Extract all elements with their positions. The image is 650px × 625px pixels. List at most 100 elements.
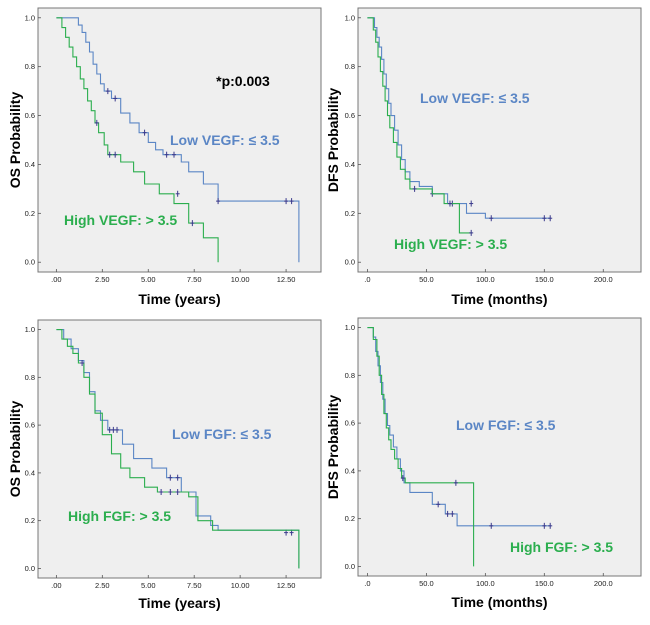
series-label-low: Low VEGF: ≤ 3.5 <box>170 132 280 148</box>
x-tick-label: .0 <box>364 579 370 588</box>
x-tick-label: 50.0 <box>419 579 434 588</box>
x-tick-label: 100.0 <box>476 275 495 284</box>
censor-mark <box>171 151 176 158</box>
censor-mark <box>542 215 547 222</box>
censor-mark <box>107 426 112 433</box>
y-axis-title: DFS Probability <box>325 395 341 499</box>
x-axis-title: Time (months) <box>451 291 547 307</box>
series-label-high: High FGF: > 3.5 <box>510 539 613 555</box>
censor-mark <box>105 88 110 95</box>
chart-os-fgf: 0.0 0.2 0.4 0.6 0.8 1.0 .00 2.50 5.00 7.50 10.00 12… <box>7 319 322 611</box>
chart-os-vegf: 0.0 0.2 0.4 0.6 0.8 1.0 .00 2.50 5.00 7.50 10.00 12… <box>7 7 322 307</box>
y-tick-label: 0.4 <box>25 468 35 477</box>
censor-mark <box>142 129 147 136</box>
censor-mark <box>168 474 173 481</box>
y-tick-label: 0.2 <box>25 516 35 525</box>
censor-mark <box>447 200 452 207</box>
censor-mark <box>175 190 180 197</box>
y-tick-label: 0.0 <box>345 258 355 267</box>
censor-mark <box>94 119 99 126</box>
plot-area <box>37 319 322 579</box>
censor-mark <box>107 151 112 158</box>
series-label-high: High VEGF: > 3.5 <box>394 236 507 252</box>
censor-mark <box>489 522 494 529</box>
y-tick-label: 0.2 <box>345 514 355 523</box>
x-tick-label: 10.00 <box>231 581 250 590</box>
censor-mark <box>159 489 164 495</box>
series-label-low: Low VEGF: ≤ 3.5 <box>420 90 530 106</box>
censor-mark <box>489 215 494 222</box>
censor-mark <box>469 200 474 207</box>
series-label-low: Low FGF: ≤ 3.5 <box>172 426 272 442</box>
y-tick-label: 0.6 <box>345 419 355 428</box>
x-axis-title: Time (years) <box>138 595 220 611</box>
censor-mark <box>548 215 553 222</box>
y-tick-label: 0.8 <box>25 373 35 382</box>
censor-mark <box>289 198 294 205</box>
plot-area <box>357 317 642 577</box>
x-tick-label: 200.0 <box>594 275 613 284</box>
x-tick-label: 12.50 <box>277 581 296 590</box>
censor-mark <box>175 474 180 481</box>
survival-curve-low <box>367 17 551 219</box>
y-tick-label: 0.2 <box>345 209 355 218</box>
censor-mark <box>469 229 474 236</box>
y-axis-title: DFS Probability <box>325 88 341 192</box>
survival-curve-low <box>367 327 551 527</box>
censor-mark <box>548 522 553 529</box>
censor-mark <box>175 489 180 495</box>
x-tick-label: 5.00 <box>141 581 156 590</box>
series-label-high: High VEGF: > 3.5 <box>64 212 177 228</box>
censor-mark <box>453 479 458 486</box>
censor-mark <box>80 360 85 366</box>
y-tick-label: 0.0 <box>25 564 35 573</box>
censor-mark <box>412 185 417 192</box>
censor-mark <box>400 475 405 482</box>
x-tick-label: 10.00 <box>231 275 250 284</box>
censor-mark <box>436 501 441 508</box>
x-axis-title: Time (years) <box>138 291 220 307</box>
censor-mark <box>445 510 450 517</box>
censor-mark <box>164 151 169 158</box>
censor-mark <box>284 198 289 205</box>
chart-dfs-vegf: 0.0 0.2 0.4 0.6 0.8 1.0 .0 50.0 100.0 150.0 200.0 T… <box>325 7 642 307</box>
censor-mark <box>113 95 118 102</box>
y-axis-title: OS Probability <box>7 92 23 189</box>
y-tick-label: 0.6 <box>25 111 35 120</box>
censor-mark <box>450 510 455 517</box>
x-tick-label: 2.50 <box>95 275 110 284</box>
x-tick-label: 7.50 <box>187 581 202 590</box>
censor-mark <box>542 522 547 529</box>
x-tick-label: .00 <box>51 581 61 590</box>
y-tick-label: 0.2 <box>25 209 35 218</box>
y-tick-label: 0.8 <box>25 62 35 71</box>
y-tick-label: 1.0 <box>345 323 355 332</box>
censor-mark <box>111 426 116 433</box>
x-tick-label: 100.0 <box>476 579 495 588</box>
plot-area <box>37 7 322 273</box>
censor-mark <box>168 489 173 495</box>
x-tick-label: 2.50 <box>95 581 110 590</box>
y-tick-label: 0.6 <box>25 421 35 430</box>
censor-mark <box>113 151 118 158</box>
y-tick-label: 0.8 <box>345 62 355 71</box>
y-tick-label: 1.0 <box>25 325 35 334</box>
y-tick-label: 1.0 <box>345 13 355 22</box>
survival-curve-high <box>56 329 300 569</box>
survival-curve-low <box>56 17 300 263</box>
y-tick-label: 0.8 <box>345 371 355 380</box>
censor-mark <box>216 198 221 205</box>
x-axis-title: Time (months) <box>451 594 547 610</box>
x-tick-label: .00 <box>51 275 61 284</box>
x-tick-label: 7.50 <box>187 275 202 284</box>
censor-mark <box>190 220 195 227</box>
survival-curve-high <box>367 327 475 567</box>
series-label-low: Low FGF: ≤ 3.5 <box>456 417 556 433</box>
x-tick-label: 150.0 <box>535 579 554 588</box>
survival-curve-high <box>367 17 472 234</box>
y-tick-label: 0.4 <box>345 466 355 475</box>
x-tick-label: 150.0 <box>535 275 554 284</box>
x-tick-label: 5.00 <box>141 275 156 284</box>
